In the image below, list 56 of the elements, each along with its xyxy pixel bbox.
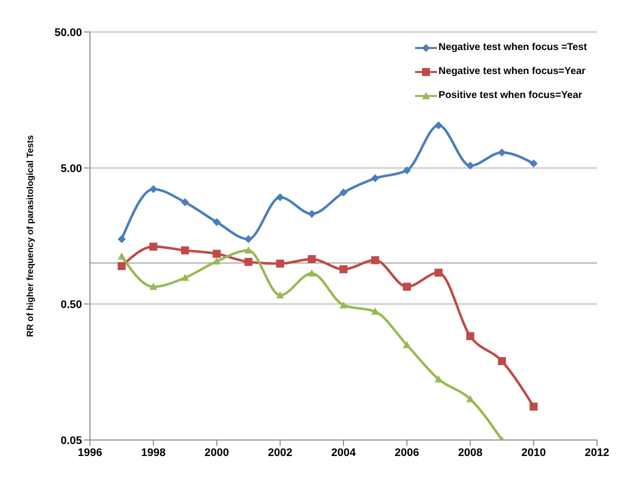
point [371, 174, 380, 182]
point [118, 235, 126, 244]
point [402, 166, 411, 174]
point [276, 193, 284, 202]
x-tick-label: 2006 [394, 446, 420, 459]
point [340, 265, 348, 274]
point [244, 235, 252, 244]
point [530, 402, 538, 411]
x-tick-label: 2004 [331, 446, 357, 459]
point [371, 308, 380, 315]
legend-label: Positive test when focus=Year [438, 89, 582, 103]
point [402, 340, 411, 348]
point [434, 268, 443, 277]
x-tick-label: 2000 [204, 446, 229, 459]
point [212, 218, 221, 226]
point [212, 250, 221, 258]
point [149, 185, 158, 194]
x-tick-label: 2010 [521, 446, 546, 459]
point [466, 395, 474, 402]
point [308, 255, 316, 264]
point [244, 258, 252, 266]
point [276, 260, 284, 268]
point [181, 246, 190, 254]
point [340, 301, 348, 308]
point [498, 148, 506, 157]
point [118, 252, 126, 260]
point [466, 162, 474, 170]
point [181, 274, 190, 281]
x-tick-label: 2012 [584, 446, 610, 459]
point [276, 291, 284, 298]
y-tick-label: 0.05 [60, 434, 82, 447]
point [212, 257, 221, 265]
point [149, 282, 158, 290]
point [340, 188, 348, 197]
point [244, 246, 252, 254]
legend-label: Negative test when focus =Test [438, 41, 587, 55]
x-tick-label: 2008 [458, 446, 482, 459]
point [308, 269, 316, 277]
y-tick-label: 50.00 [54, 26, 82, 39]
point [530, 159, 538, 168]
y-tick-label: 5.00 [60, 162, 82, 175]
point [308, 210, 316, 218]
x-tick-label: 1998 [141, 446, 166, 459]
point [371, 256, 380, 264]
point [181, 198, 190, 206]
x-tick-label: 2002 [268, 446, 292, 459]
legend-label: Negative test when focus=Year [438, 65, 586, 79]
point [118, 262, 126, 270]
point [402, 282, 411, 291]
y-tick-label: 0.50 [60, 298, 82, 311]
point [466, 332, 474, 340]
x-tick-label: 1996 [78, 446, 102, 459]
point [434, 121, 443, 130]
point [498, 357, 506, 366]
point [149, 242, 158, 251]
y-axis-title: RR of higher frequency of parasitological Tests [25, 135, 36, 337]
